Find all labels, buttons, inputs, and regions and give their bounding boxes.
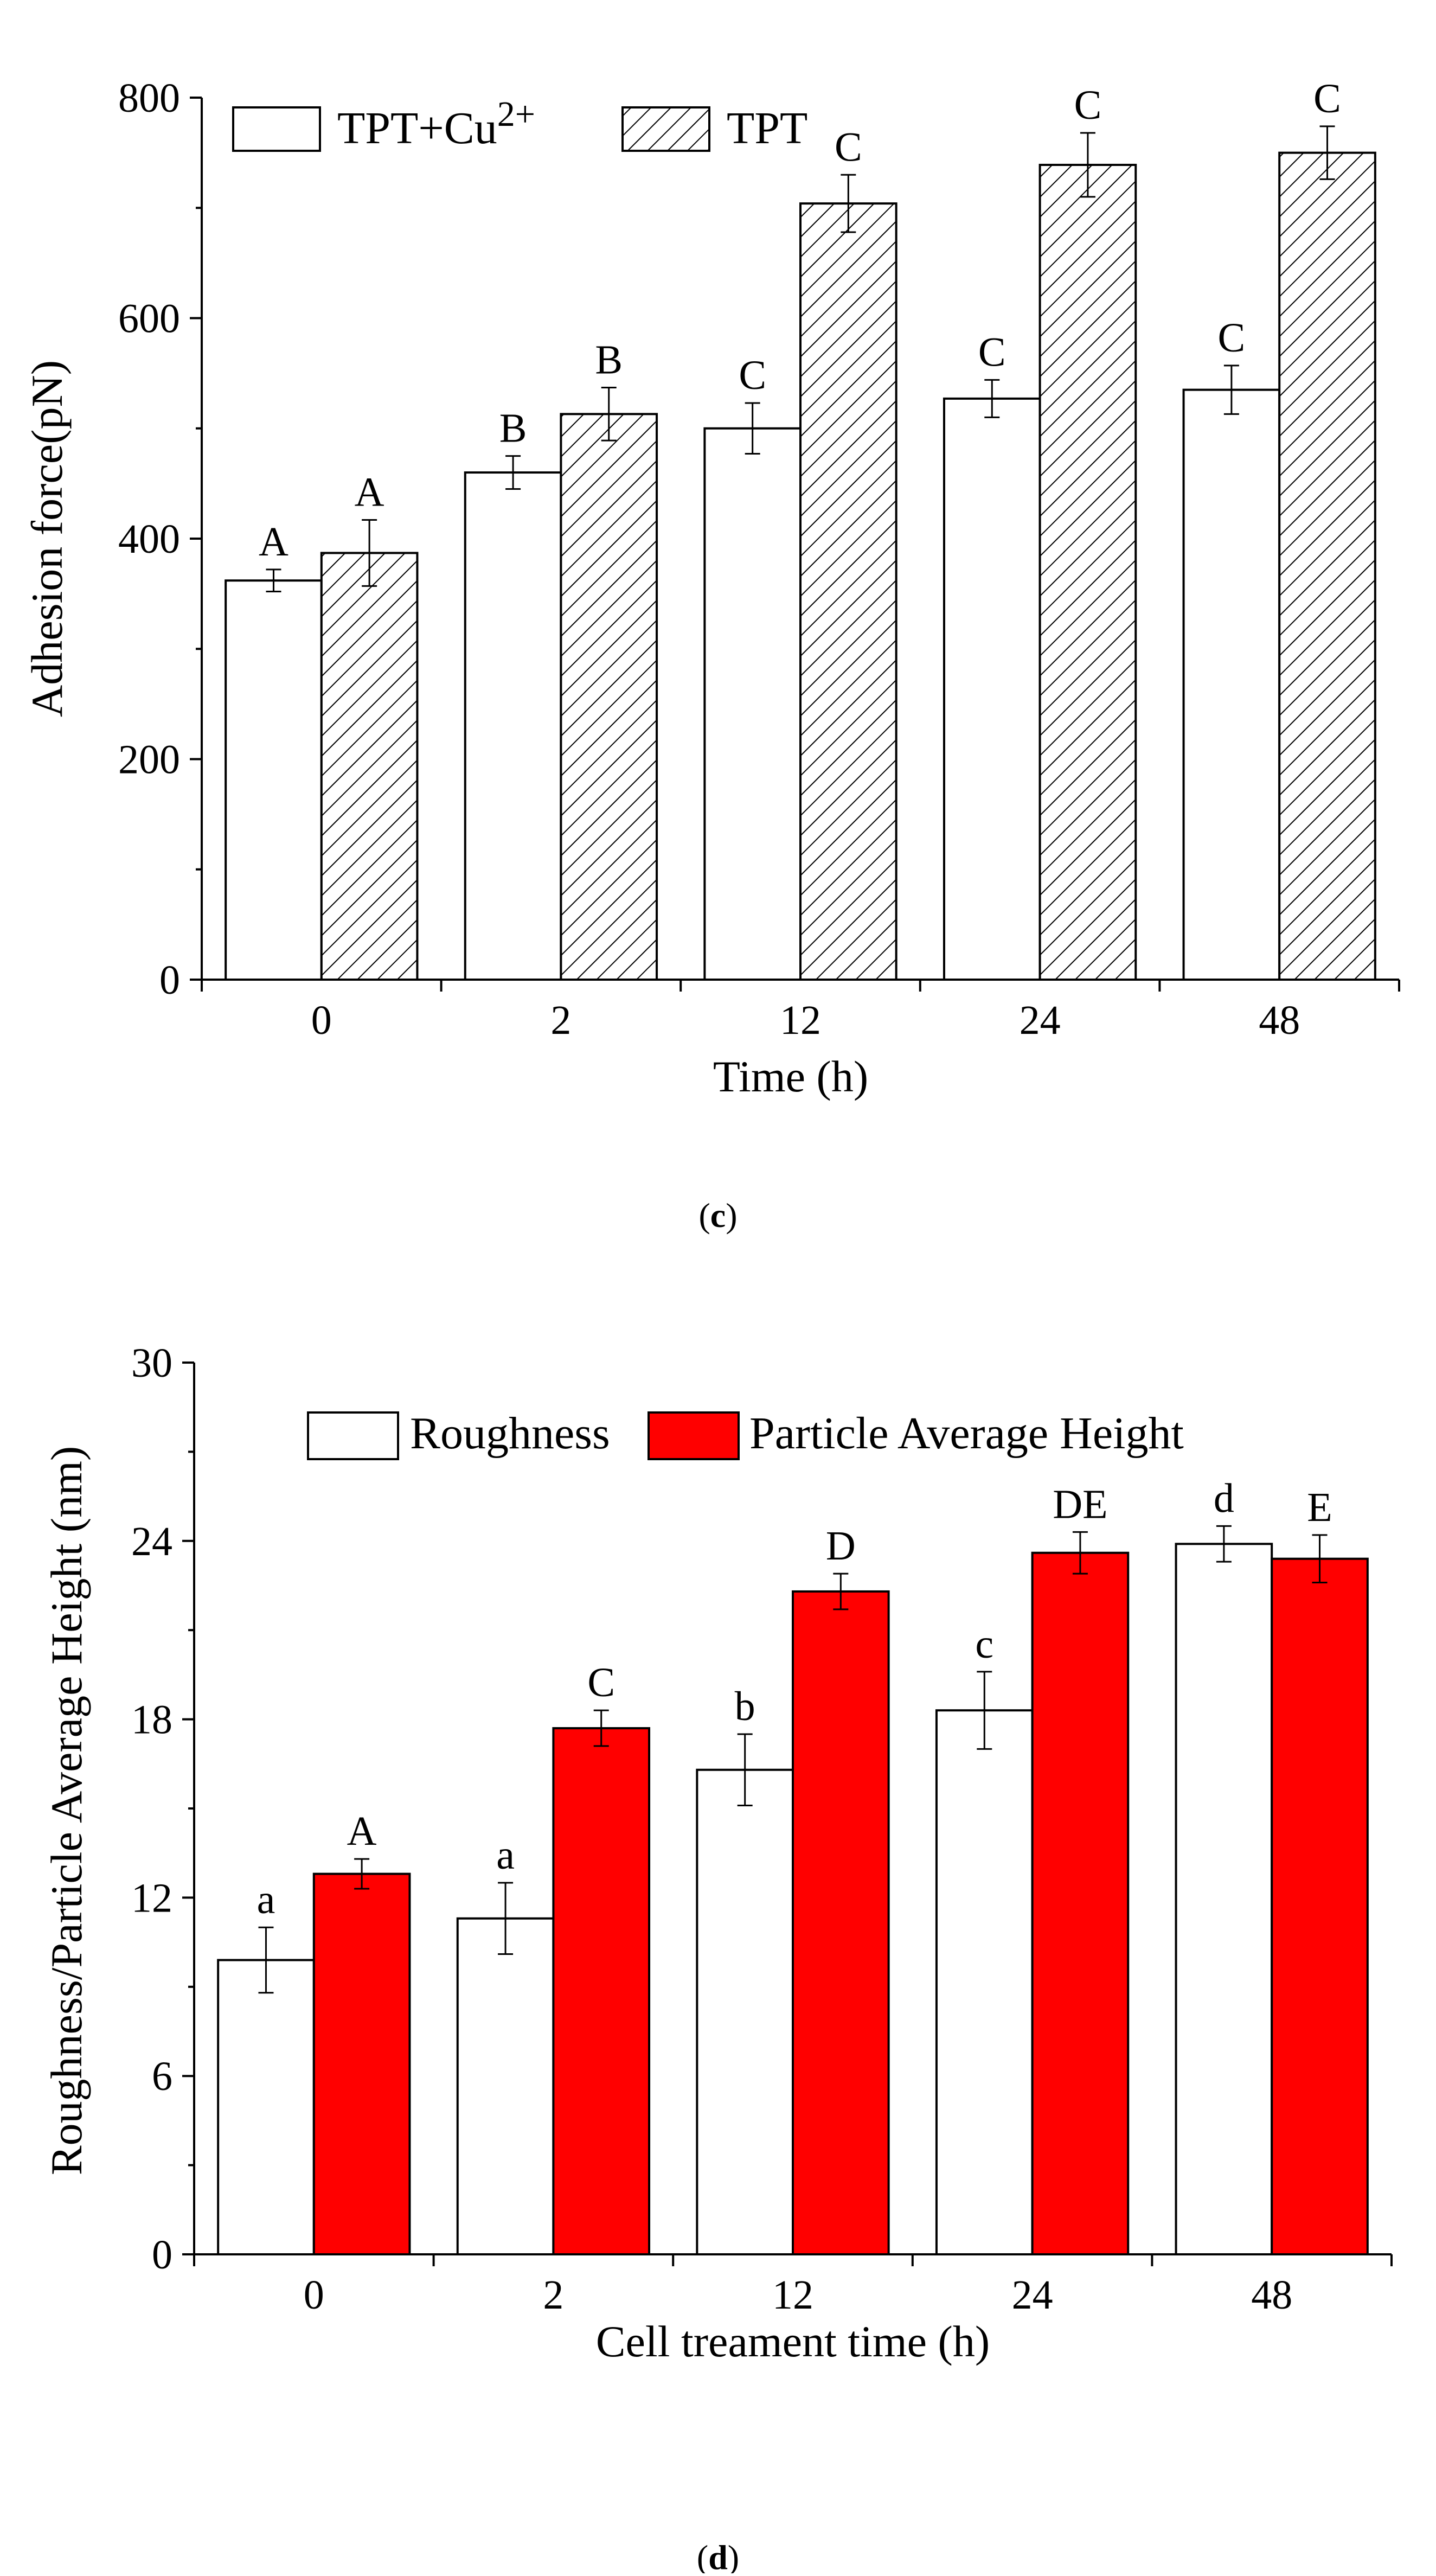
significance-letter: b xyxy=(735,1684,755,1729)
significance-letter: d xyxy=(1214,1475,1234,1521)
significance-letter: C xyxy=(587,1660,615,1705)
legend-label-text: Roughness xyxy=(410,1408,610,1459)
y-tick-label: 0 xyxy=(152,2232,172,2278)
legend-label-text: TPT xyxy=(727,103,807,154)
significance-letter: D xyxy=(826,1523,856,1569)
x-tick-label: 24 xyxy=(1020,998,1061,1043)
panel-label: (d) xyxy=(697,2538,739,2573)
bar-particle-average-height-0 xyxy=(312,1872,411,2256)
bar-tpt-2 xyxy=(560,413,658,981)
significance-letter: C xyxy=(739,353,766,398)
x-tick-label: 24 xyxy=(1012,2272,1053,2318)
significance-letter: C xyxy=(1313,76,1341,122)
bar-tpt-0 xyxy=(320,552,419,981)
legend-label: Roughness xyxy=(410,1408,610,1459)
legend-label-text: Particle Average Height xyxy=(749,1408,1184,1459)
significance-letter: c xyxy=(975,1621,993,1667)
significance-letter: A xyxy=(355,469,384,515)
y-tick-label: 400 xyxy=(118,516,180,562)
significance-letter: C xyxy=(1074,82,1102,128)
y-tick-label: 24 xyxy=(131,1519,172,1564)
legend-swatch xyxy=(648,1411,740,1460)
y-tick-label: 600 xyxy=(118,296,180,342)
x-tick-label: 48 xyxy=(1259,998,1300,1043)
bar-tpt-cu2--12 xyxy=(703,427,802,981)
panel-label-paren: ( xyxy=(698,1196,710,1235)
y-tick-label: 6 xyxy=(152,2054,172,2099)
bar-roughness-24 xyxy=(935,1709,1034,2255)
bar-tpt-cu2--0 xyxy=(225,579,323,981)
legend-label-superscript: 2+ xyxy=(497,94,535,134)
x-axis-title: Cell treament time (h) xyxy=(596,2317,990,2366)
x-tick-label: 0 xyxy=(304,2272,324,2318)
chart-panel-d: 0 6 12 18 24 30 0 2 12 24 48 a a b c d A C D DE E Roughness Pa… xyxy=(42,1340,1393,2576)
x-tick-label: 48 xyxy=(1251,2272,1292,2318)
y-tick-label: 12 xyxy=(131,1875,172,1921)
x-axis-title: Time (h) xyxy=(713,1052,868,1101)
x-tick-label: 0 xyxy=(311,998,332,1043)
bar-tpt-24 xyxy=(1038,163,1137,981)
panel-label-letter: d xyxy=(708,2538,728,2573)
significance-letter: A xyxy=(259,519,289,565)
panel-label-paren: ) xyxy=(728,2538,739,2573)
significance-letter: a xyxy=(257,1877,275,1922)
bar-roughness-12 xyxy=(696,1768,794,2255)
bar-tpt-48 xyxy=(1278,151,1376,981)
bar-particle-average-height-48 xyxy=(1271,1557,1369,2255)
y-tick-label: 800 xyxy=(118,75,180,121)
panel-label: (c) xyxy=(698,1196,737,1235)
legend-swatch xyxy=(232,106,321,152)
y-tick-label: 0 xyxy=(159,957,180,1003)
bar-particle-average-height-24 xyxy=(1031,1551,1130,2255)
panel-label-paren: ( xyxy=(697,2538,708,2573)
legend-label-text: TPT+Cu xyxy=(337,103,497,154)
bar-roughness-2 xyxy=(456,1917,555,2255)
bar-tpt-12 xyxy=(799,202,898,981)
significance-letter: B xyxy=(499,406,527,451)
x-tick-label: 2 xyxy=(550,998,571,1043)
y-tick-label: 18 xyxy=(131,1697,172,1743)
significance-letter: C xyxy=(835,124,862,170)
significance-letter: DE xyxy=(1053,1481,1107,1527)
y-tick-label: 30 xyxy=(131,1340,172,1386)
x-tick-label: 12 xyxy=(780,998,821,1043)
y-axis-title: Roughness/Particle Average Height (nm) xyxy=(42,1446,91,2175)
legend-label: TPT xyxy=(727,103,807,154)
x-tick-label: 12 xyxy=(772,2272,813,2318)
significance-letter: A xyxy=(347,1808,377,1854)
bar-roughness-48 xyxy=(1175,1543,1273,2255)
y-axis-title: Adhesion force(pN) xyxy=(22,360,72,717)
legend-swatch xyxy=(307,1411,399,1460)
panel-label-paren: ) xyxy=(726,1196,737,1235)
bar-particle-average-height-12 xyxy=(792,1590,890,2255)
y-tick-label: 200 xyxy=(118,737,180,783)
x-tick-label: 2 xyxy=(543,2272,563,2318)
legend-swatch xyxy=(621,106,710,152)
significance-letter: B xyxy=(595,337,623,383)
significance-letter: E xyxy=(1307,1485,1332,1530)
bar-tpt-cu2--24 xyxy=(943,397,1041,981)
panel-label-letter: c xyxy=(710,1196,726,1235)
legend-label: TPT+Cu2+ xyxy=(337,94,535,154)
significance-letter: a xyxy=(496,1832,515,1878)
legend-label: Particle Average Height xyxy=(749,1408,1184,1459)
bar-roughness-0 xyxy=(217,1959,315,2255)
bar-particle-average-height-2 xyxy=(552,1727,651,2256)
bar-tpt-cu2--48 xyxy=(1182,388,1281,981)
significance-letter: C xyxy=(978,329,1006,375)
significance-letter: C xyxy=(1218,315,1246,361)
bar-tpt-cu2--2 xyxy=(464,471,562,981)
